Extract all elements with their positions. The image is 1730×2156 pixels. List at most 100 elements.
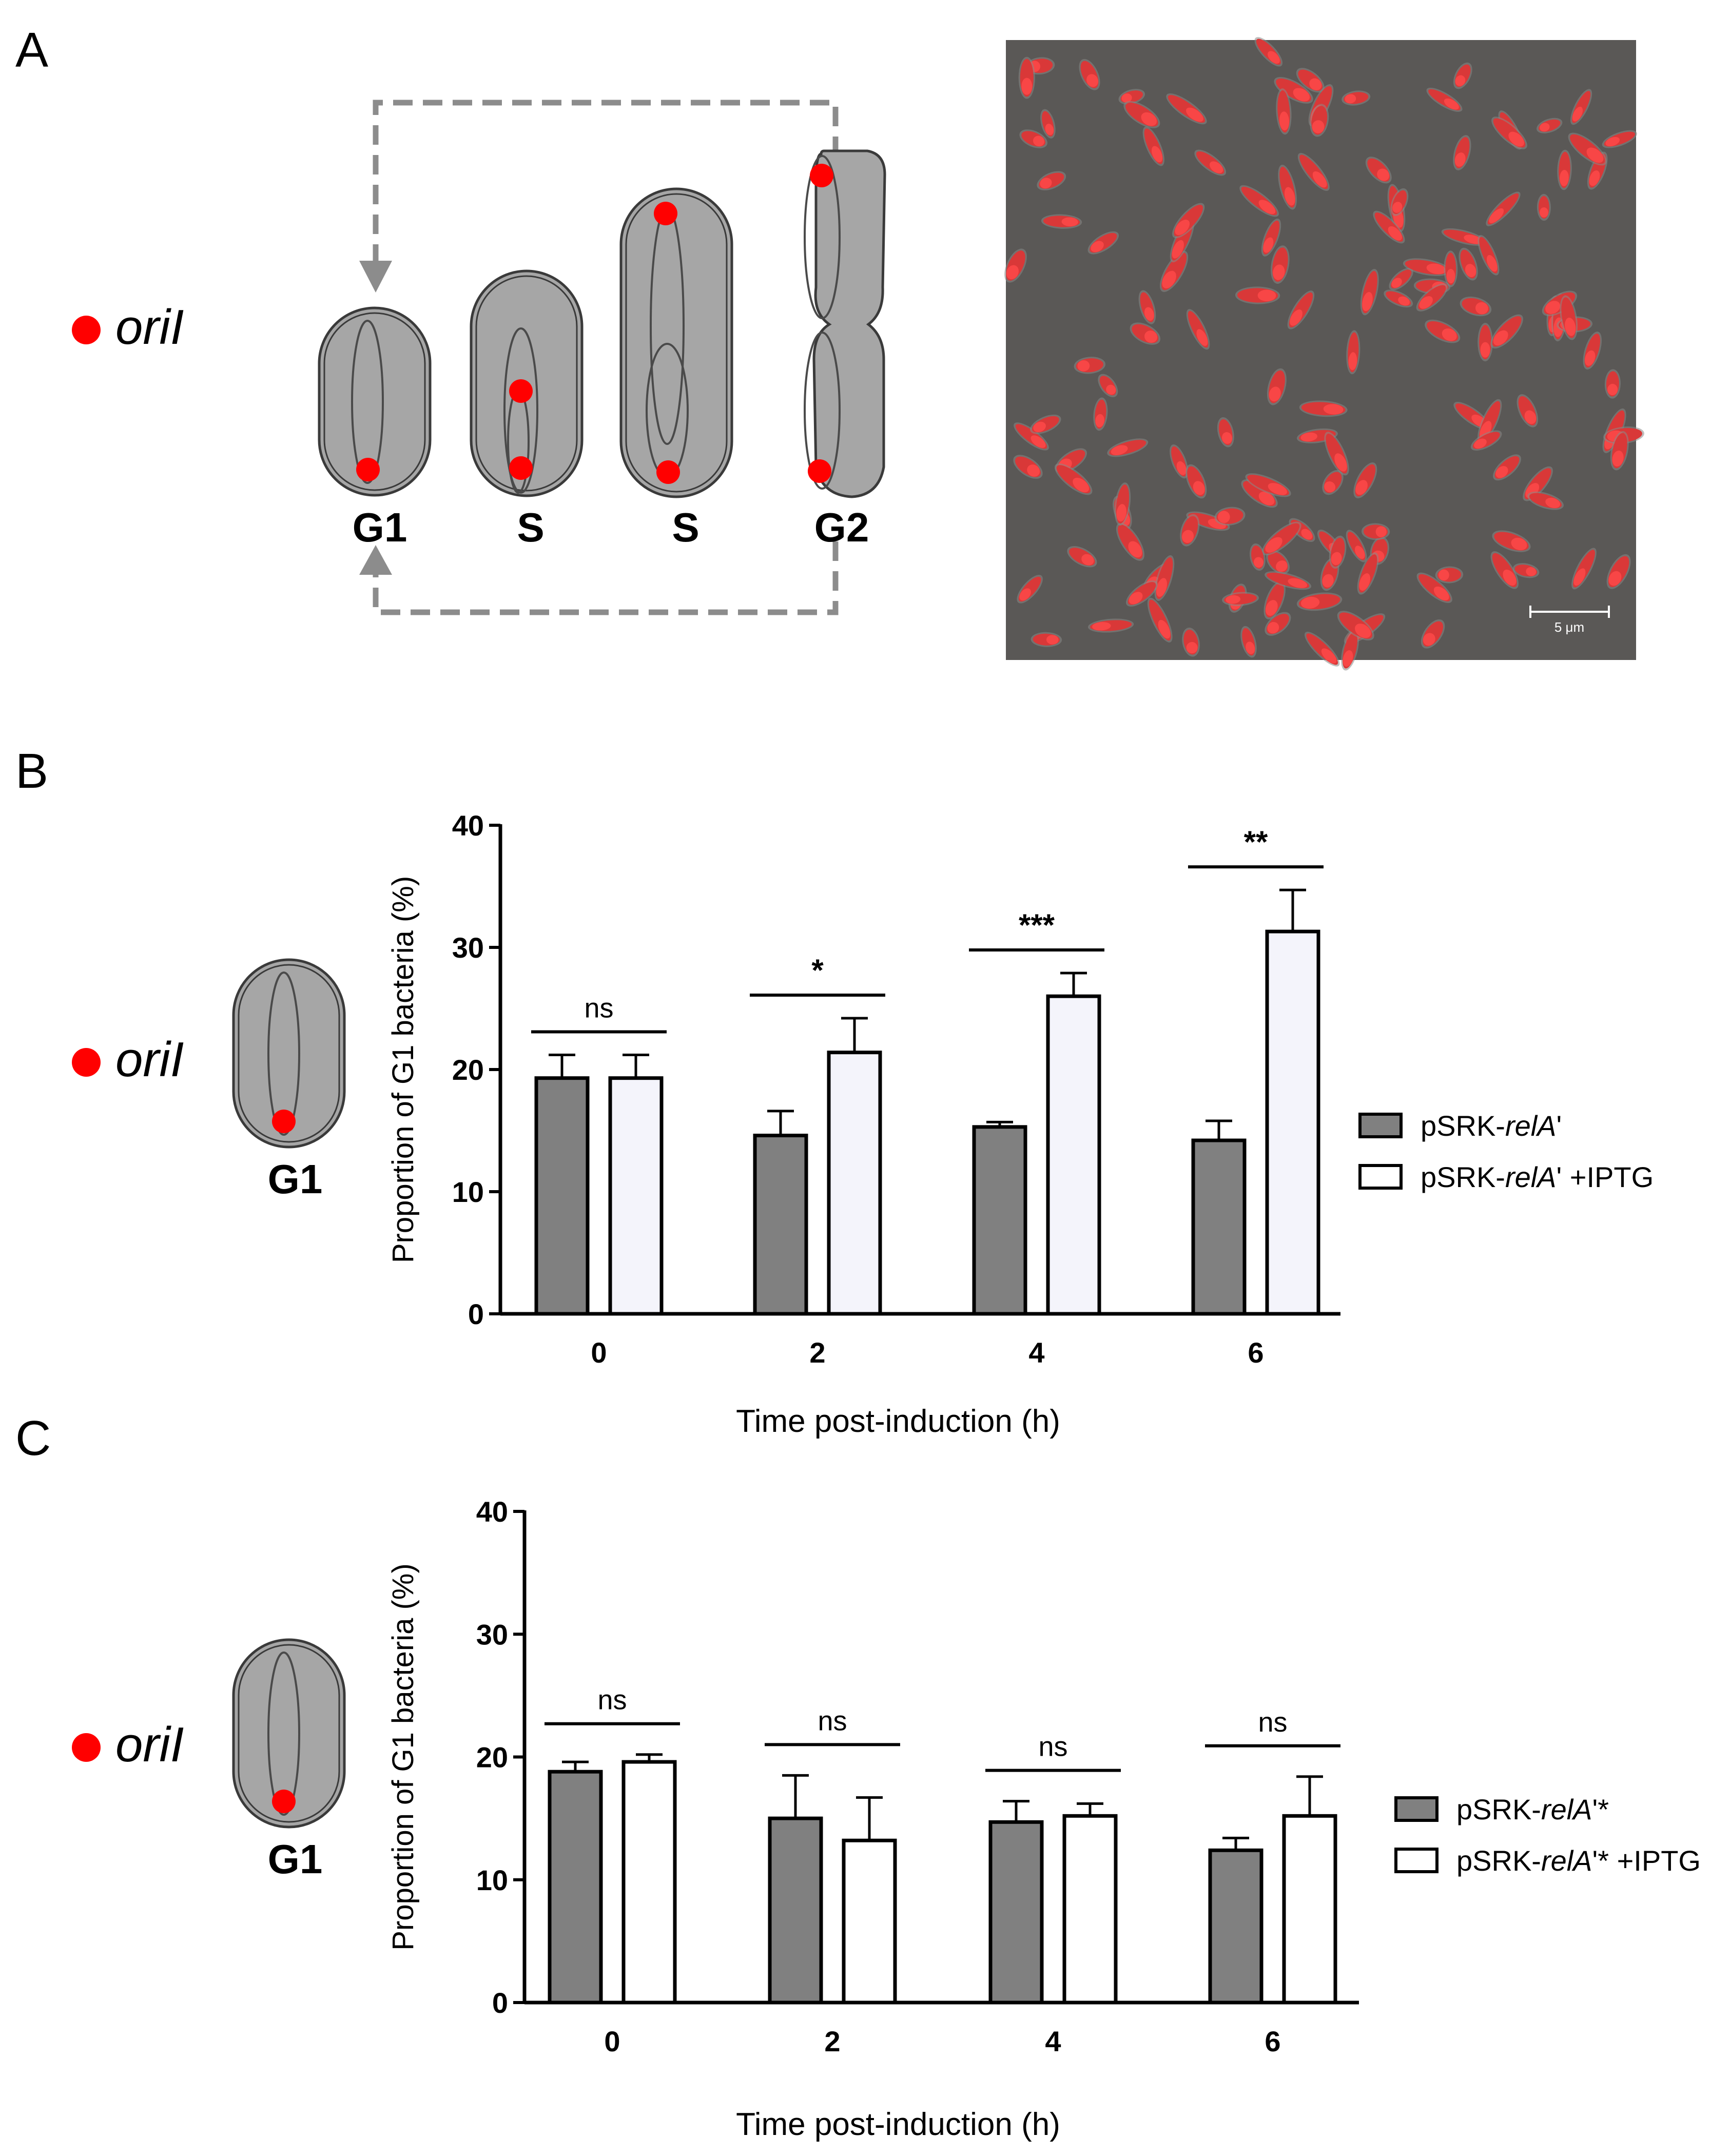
bacterium	[1453, 62, 1472, 89]
bacterium	[1274, 76, 1313, 104]
bacterium	[1271, 245, 1290, 284]
bacterium	[1305, 631, 1340, 667]
bar-control	[988, 1820, 1044, 2005]
bacterium	[1537, 193, 1551, 221]
bacterium	[1160, 250, 1189, 292]
bacterium	[1014, 422, 1049, 451]
y-tick-label: 0	[492, 1987, 508, 2019]
bacterium	[1166, 93, 1207, 125]
bar-iptg	[1265, 929, 1320, 1316]
bacterium	[1186, 309, 1210, 350]
bacterium	[1416, 572, 1452, 604]
bacterium	[1018, 56, 1035, 99]
bacterium	[1019, 129, 1047, 148]
bacterium	[1389, 267, 1413, 290]
bacterium	[1604, 369, 1621, 399]
bacterium	[1041, 214, 1082, 229]
bacterium	[1180, 514, 1200, 547]
bacterium	[1267, 368, 1287, 405]
phase-label-g1-b: G1	[268, 1156, 323, 1202]
bacterium	[1054, 463, 1093, 495]
y-tick-label: 30	[476, 1618, 508, 1650]
significance-label: **	[1244, 825, 1268, 859]
bar-iptg	[1046, 994, 1101, 1316]
bacterium	[1098, 374, 1118, 398]
x-tick-label: 2	[824, 2025, 840, 2057]
bacterium	[1353, 462, 1377, 498]
bacterium	[1390, 188, 1409, 216]
oril-dot-icon	[272, 1110, 296, 1133]
bacterium	[1240, 626, 1257, 658]
bacterium	[1478, 235, 1500, 276]
significance-label: ns	[1038, 1732, 1067, 1762]
bacterium	[1194, 149, 1227, 176]
significance-label: ***	[1019, 908, 1055, 942]
y-tick-label: 10	[476, 1864, 508, 1896]
bacterium	[1245, 473, 1291, 497]
bacterium	[1517, 394, 1539, 428]
phase-label-s2: S	[672, 504, 699, 550]
bacterium	[1138, 290, 1156, 324]
bacterium	[1287, 290, 1315, 329]
bacterium	[1004, 248, 1027, 283]
bacterium	[1346, 330, 1360, 375]
legend-entry: pSRK-relA'* +IPTG	[1456, 1844, 1701, 1877]
bacterium	[1261, 521, 1301, 556]
bacterium	[1299, 400, 1348, 417]
x-tick-label: 2	[809, 1336, 825, 1369]
x-tick-label: 6	[1248, 1336, 1264, 1369]
bacterium	[1346, 530, 1367, 562]
bacterium	[1296, 592, 1343, 611]
bacterium	[1261, 218, 1281, 257]
bacterium	[1606, 554, 1631, 589]
panel-label-b: B	[15, 744, 48, 799]
bacterium	[1217, 417, 1234, 448]
bacterium	[1362, 523, 1390, 540]
significance-label: ns	[584, 993, 613, 1023]
y-tick-label: 20	[452, 1054, 484, 1086]
y-tick-label: 0	[468, 1298, 484, 1330]
panel-label-a: A	[15, 23, 48, 77]
bacterium	[1490, 314, 1523, 348]
bacterium	[1079, 59, 1100, 90]
top-dashed-arrow	[373, 100, 839, 262]
bacterium	[1421, 619, 1445, 649]
bacterium	[1116, 522, 1144, 561]
bacterium	[1037, 171, 1066, 190]
bacterium	[1493, 454, 1521, 481]
bacterium	[1568, 132, 1607, 166]
oril-label: oriI	[115, 1717, 184, 1772]
bar-control	[548, 1770, 603, 2005]
bacterium	[1087, 231, 1119, 255]
bacterium	[1583, 332, 1602, 370]
bacterium	[1118, 89, 1145, 105]
bacterium	[1426, 87, 1463, 112]
bacterium	[1031, 632, 1062, 647]
phase-label-g1-c: G1	[268, 1836, 323, 1882]
bacterium	[1512, 563, 1540, 578]
oril-dot-icon	[810, 164, 833, 187]
bar-iptg	[1282, 1814, 1337, 2005]
x-tick-label: 0	[604, 2025, 620, 2057]
fluorescence-micrograph: 5 μm	[1004, 37, 1644, 671]
bacterium	[1013, 455, 1043, 479]
bacterium	[1170, 444, 1189, 479]
bacterium	[1360, 268, 1379, 316]
x-axis-title: Time post-induction (h)	[736, 1404, 1060, 1439]
bacterium	[1557, 149, 1572, 190]
bacterium	[1537, 118, 1563, 133]
cell-g1	[318, 306, 432, 497]
bacterium	[1602, 130, 1637, 148]
cell-s-early	[470, 269, 584, 497]
bar-control	[972, 1125, 1027, 1316]
bacterium	[1254, 37, 1283, 67]
bacterium	[1310, 104, 1329, 137]
bar-iptg	[621, 1760, 677, 2005]
arrowhead-up-icon	[359, 545, 392, 575]
oril-legend-c: oriI	[72, 1717, 184, 1772]
bacterium	[1123, 101, 1160, 128]
cell-s-late	[619, 187, 733, 498]
oril-legend-a: oriI	[72, 300, 184, 355]
bacterium	[1570, 89, 1592, 125]
